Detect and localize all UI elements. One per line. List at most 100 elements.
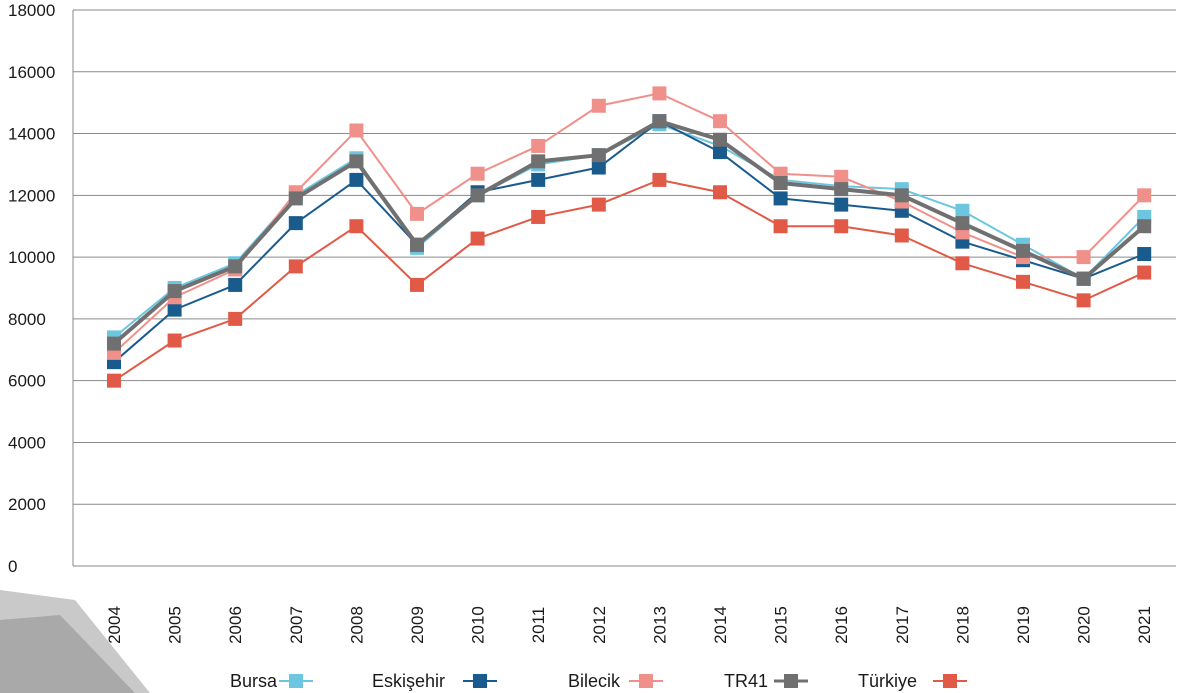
data-point — [228, 259, 243, 274]
y-tick-label: 6000 — [8, 372, 46, 391]
data-point — [1137, 265, 1152, 280]
legend-marker-swatch — [639, 674, 653, 688]
legend: Bursa Eskişehir Bilecik TR41 Türkiye — [230, 671, 967, 691]
data-point — [410, 206, 424, 221]
data-point — [531, 138, 546, 153]
data-point — [1016, 243, 1030, 258]
data-point — [349, 219, 364, 234]
axes — [72, 10, 1176, 567]
y-tick-label: 18000 — [8, 1, 55, 20]
x-tick-label: 2016 — [832, 606, 851, 644]
y-tick-label: 8000 — [8, 310, 46, 329]
x-tick-label: 2006 — [226, 606, 245, 644]
x-tick-label: 2020 — [1075, 606, 1094, 644]
data-point — [773, 175, 788, 190]
x-tick-label: 2008 — [347, 606, 366, 644]
legend-label: TR41 — [724, 671, 768, 691]
legend-item: Bursa — [230, 671, 313, 691]
data-point — [834, 219, 849, 234]
legend-item: TR41 — [724, 671, 808, 691]
data-point — [410, 277, 424, 292]
y-tick-labels: 0 2000 4000 6000 8000 10000 12000 14000 16000 180… — [8, 1, 55, 576]
data-point — [1137, 188, 1152, 203]
data-point — [410, 237, 424, 252]
x-tick-label: 2012 — [590, 606, 609, 644]
legend-label: Bilecik — [568, 671, 621, 691]
data-point — [894, 188, 909, 203]
y-tick-label: 2000 — [8, 495, 46, 514]
data-point — [955, 216, 970, 231]
data-point — [167, 302, 182, 317]
y-tick-label: 14000 — [8, 125, 55, 144]
data-point — [652, 86, 667, 101]
data-point — [470, 166, 485, 181]
x-tick-label: 2005 — [166, 606, 185, 644]
data-point — [652, 114, 667, 129]
series-line — [113, 120, 1145, 363]
legend-label: Eskişehir — [372, 671, 445, 691]
x-tick-label: 2010 — [469, 606, 488, 644]
data-point — [955, 256, 970, 271]
data-point — [228, 311, 243, 326]
series-eskişehir — [107, 114, 1152, 370]
y-tick-label: 4000 — [8, 433, 46, 452]
data-point — [349, 123, 364, 138]
data-point — [470, 188, 485, 203]
data-point — [834, 197, 849, 212]
legend-item: Eskişehir — [372, 671, 497, 691]
data-point — [531, 154, 546, 169]
legend-marker-swatch — [943, 674, 957, 688]
data-point — [713, 185, 727, 200]
data-point — [713, 132, 727, 147]
series-türkiye — [107, 172, 1152, 388]
x-tick-label: 2013 — [650, 606, 669, 644]
data-point — [773, 191, 788, 206]
legend-marker-swatch — [289, 674, 303, 688]
series-bursa — [107, 117, 1152, 345]
data-point — [713, 114, 727, 129]
data-point — [1137, 247, 1152, 262]
data-point — [167, 284, 182, 299]
data-point — [107, 336, 121, 351]
series-tr41 — [107, 114, 1152, 351]
series-line — [113, 178, 1145, 382]
x-tick-label: 2007 — [287, 606, 306, 644]
data-point — [894, 228, 909, 243]
data-point — [531, 209, 546, 224]
corner-decoration — [0, 590, 150, 693]
x-tick-labels: 2004 2005 2006 2007 2008 2009 2010 2011 2012 2013… — [105, 606, 1154, 644]
x-tick-label: 2009 — [408, 606, 427, 644]
data-point — [228, 277, 243, 292]
data-point — [288, 259, 303, 274]
legend-label: Bursa — [230, 671, 278, 691]
legend-marker-swatch — [473, 674, 487, 688]
data-point — [349, 172, 364, 187]
data-point — [773, 219, 788, 234]
x-tick-label: 2014 — [711, 606, 730, 644]
gridlines — [73, 9, 1176, 505]
data-point — [834, 182, 849, 197]
data-point — [107, 373, 121, 388]
x-tick-label: 2011 — [529, 607, 548, 644]
data-point — [591, 148, 606, 163]
data-point — [1076, 293, 1091, 308]
x-tick-label: 2015 — [772, 606, 791, 644]
data-point — [834, 169, 849, 184]
y-tick-label: 16000 — [8, 63, 55, 82]
data-point — [1016, 274, 1030, 289]
data-point — [470, 231, 485, 246]
legend-marker-swatch — [784, 674, 798, 688]
x-tick-label: 2018 — [953, 606, 972, 644]
x-tick-label: 2021 — [1135, 606, 1154, 644]
x-tick-label: 2004 — [105, 606, 124, 644]
x-tick-label: 2017 — [893, 606, 912, 644]
data-point — [591, 197, 606, 212]
data-point — [713, 145, 727, 160]
data-point — [1076, 250, 1091, 265]
x-tick-label: 2019 — [1014, 606, 1033, 644]
data-point — [1137, 219, 1152, 234]
data-point — [288, 191, 303, 206]
data-point — [288, 216, 303, 231]
data-point — [955, 203, 970, 218]
